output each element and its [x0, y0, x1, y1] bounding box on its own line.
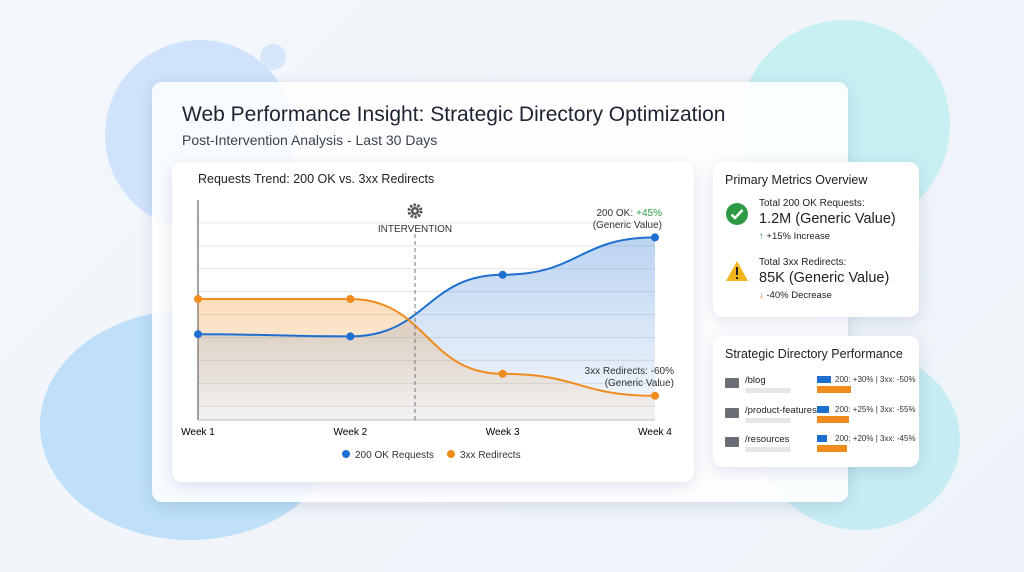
placeholder-bar — [745, 447, 791, 452]
legend-label: 200 OK Requests — [355, 450, 434, 461]
success-icon — [726, 203, 748, 225]
legend-marker — [342, 450, 350, 458]
blue-bar — [817, 435, 827, 442]
metric-value: 1.2M (Generic Value) — [759, 211, 896, 227]
metric-label: Total 200 OK Requests: — [759, 198, 865, 209]
series-line — [197, 236, 656, 338]
legend-label: 3xx Redirects — [460, 450, 521, 461]
metric-change-text: +15% Increase — [766, 231, 831, 242]
annotation: (Generic Value) — [605, 378, 674, 389]
point — [498, 270, 507, 279]
directory-name: /resources — [745, 434, 790, 445]
metrics-title: Primary Metrics Overview — [725, 173, 868, 187]
orange-bar — [817, 445, 847, 452]
blue-bar — [817, 405, 829, 413]
decor — [260, 44, 286, 70]
legend-marker — [447, 450, 455, 458]
orange-bar — [817, 386, 851, 393]
series-line — [197, 298, 656, 397]
blue-bar — [817, 376, 831, 383]
placeholder-bar — [745, 388, 791, 393]
directory-stats: 200: +25% | 3xx: -55% — [835, 404, 916, 414]
annotation: INTERVENTION — [378, 224, 452, 235]
folder-icon — [725, 437, 739, 447]
directory-title: Strategic Directory Performance — [725, 347, 903, 361]
point — [498, 369, 507, 378]
folder-icon — [725, 378, 739, 388]
metric-value: 85K (Generic Value) — [759, 270, 890, 286]
page-title: Web Performance Insight: Strategic Direc… — [182, 103, 726, 126]
directory-stats: 200: +20% | 3xx: -45% — [835, 434, 916, 443]
point — [346, 332, 355, 341]
x-tick-label: Week 4 — [638, 427, 672, 438]
folder-icon — [725, 407, 739, 418]
chart-title: Requests Trend: 200 OK vs. 3xx Redirects — [198, 172, 434, 186]
annotation: (Generic Value) — [593, 220, 662, 231]
point — [346, 295, 355, 303]
warning-icon — [726, 261, 748, 281]
x-tick-label: Week 1 — [181, 427, 215, 438]
directory-card: Strategic Directory Performance /blog 200… — [713, 336, 919, 467]
x-tick-label: Week 3 — [486, 427, 520, 438]
area — [198, 299, 655, 420]
annotation-label: 200 OK: — [596, 208, 633, 219]
point — [194, 330, 202, 339]
gear — [413, 209, 417, 213]
annotation: 200 OK: +45% — [596, 208, 662, 219]
x-tick-label: Week 2 — [333, 427, 367, 438]
point — [194, 295, 202, 303]
directory-name: /blog — [745, 375, 766, 386]
gear — [407, 203, 423, 219]
directory-name: /product-features — [745, 404, 817, 416]
metric-change: ↑ +15% Increase — [759, 231, 831, 242]
annotation-change: +45% — [636, 208, 662, 219]
point — [651, 233, 659, 242]
orange-bar — [817, 415, 849, 423]
placeholder-bar — [745, 417, 791, 423]
directory-stats: 200: +30% | 3xx: -50% — [835, 375, 916, 384]
metric-label: Total 3xx Redirects: — [759, 257, 847, 268]
page-subtitle: Post-Intervention Analysis - Last 30 Day… — [182, 132, 438, 148]
gear-icon — [407, 203, 423, 219]
chart-card: Requests Trend: 200 OK vs. 3xx Redirects… — [172, 162, 694, 482]
metrics-card: Primary Metrics Overview Total 200 OK Re… — [713, 162, 919, 317]
metric-change: ↓ -40% Decrease — [759, 290, 832, 301]
point — [651, 391, 659, 400]
annotation: 3xx Redirects: -60% — [585, 366, 675, 377]
metric-change-text: -40% Decrease — [766, 290, 832, 301]
chart: Requests Trend: 200 OK vs. 3xx Redirects… — [181, 172, 675, 461]
